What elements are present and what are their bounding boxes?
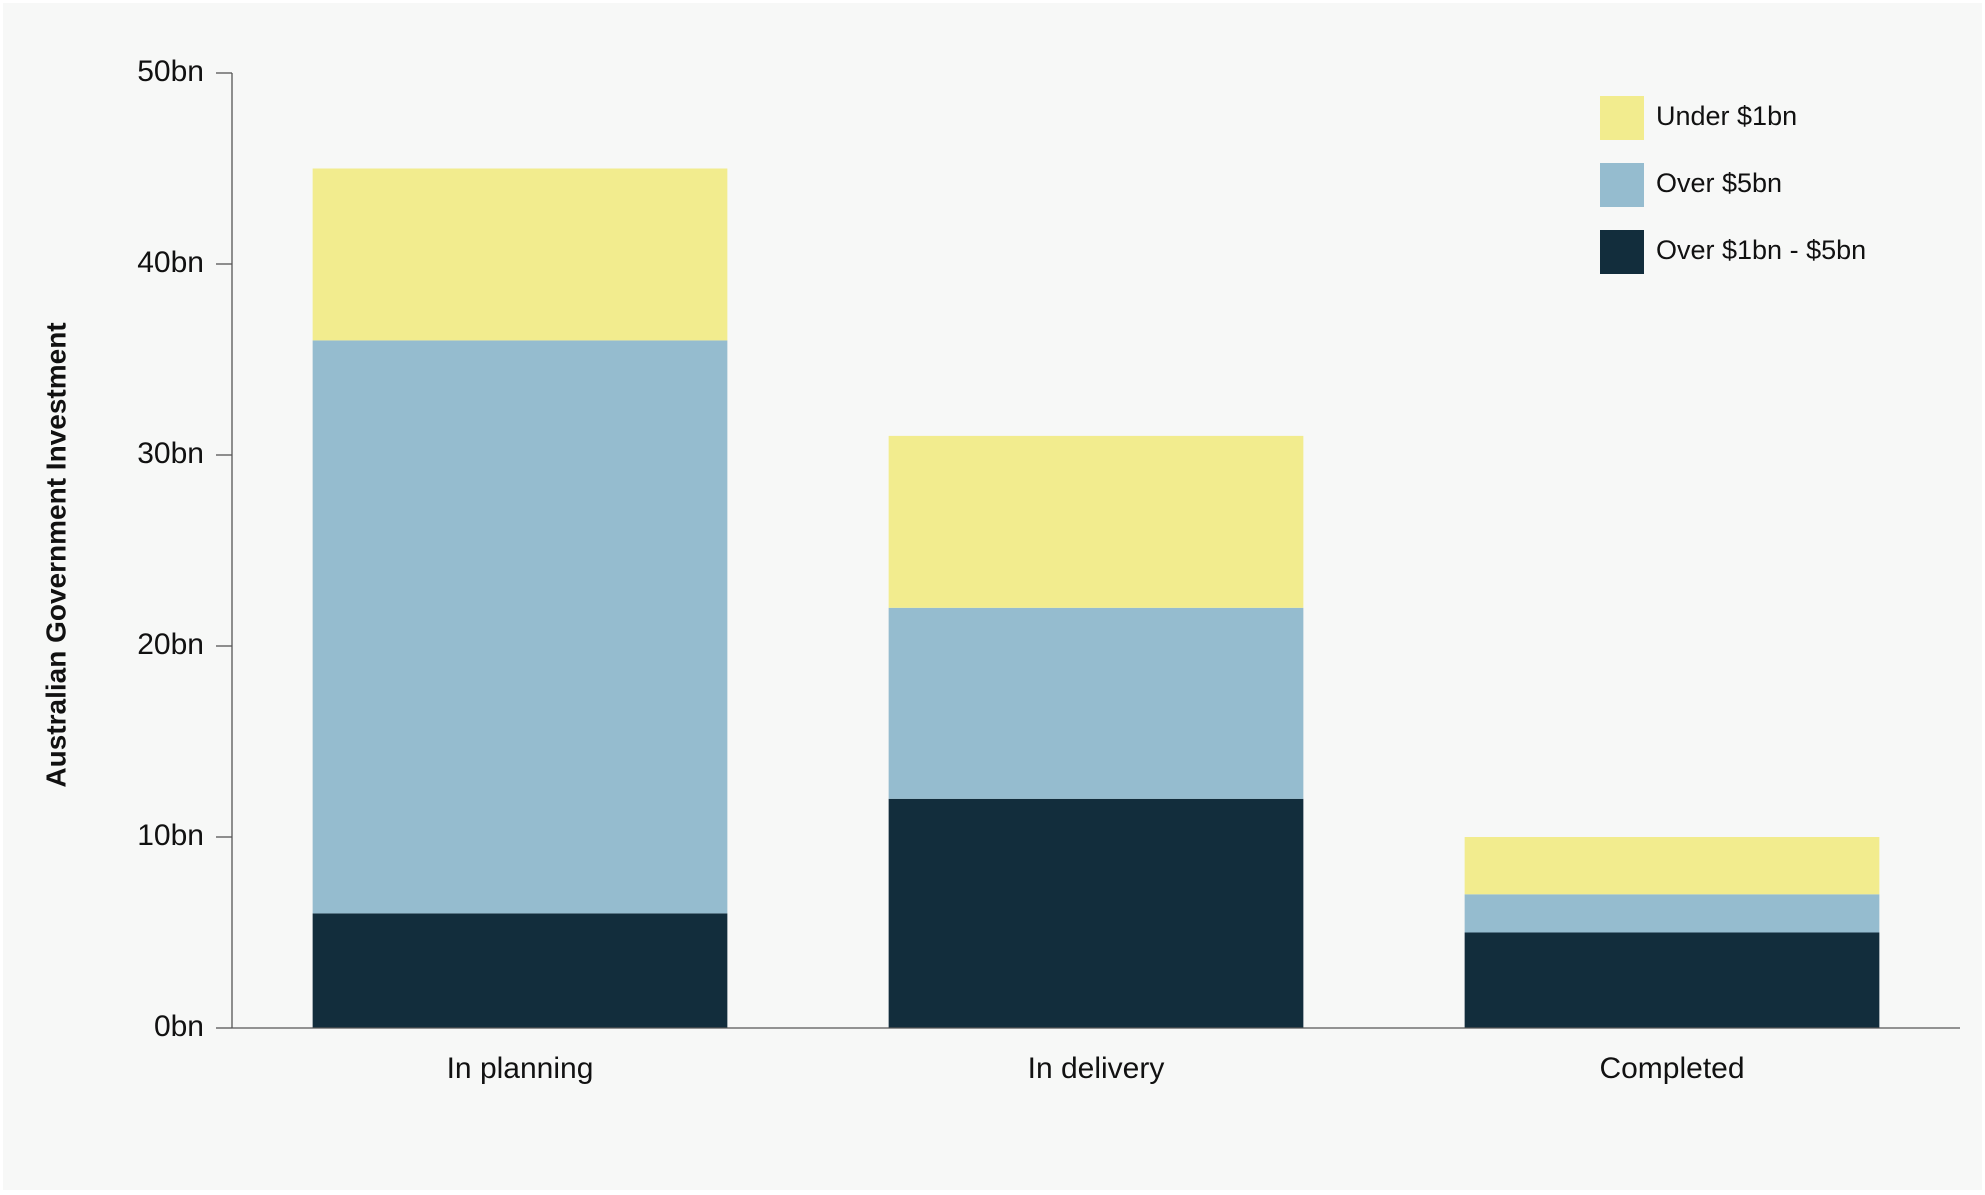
legend-swatch [1600,96,1644,140]
x-tick-label: In delivery [1028,1052,1165,1085]
y-tick-label: 40bn [137,246,204,279]
x-tick-label: In planning [447,1052,594,1085]
x-tick-label: Completed [1599,1052,1744,1085]
y-tick-label: 30bn [137,437,204,470]
bar-segment [1464,837,1880,895]
bar-segment [312,913,728,1028]
bar-segment [888,435,1304,608]
legend-label: Over $1bn - $5bn [1656,235,1866,265]
legend-swatch [1600,163,1644,207]
bar-segment [312,168,728,341]
y-tick-label: 50bn [137,55,204,88]
bar-segment [1464,932,1880,1028]
y-tick-label: 0bn [154,1010,204,1043]
legend-label: Over $5bn [1656,168,1782,198]
bar-segment [1464,894,1880,933]
y-axis-label: Australian Government Investment [40,322,71,787]
bar-segment [312,340,728,914]
y-tick-label: 20bn [137,628,204,661]
legend-swatch [1600,230,1644,274]
legend-label: Under $1bn [1656,101,1797,131]
y-tick-label: 10bn [137,819,204,852]
bar-segment [888,607,1304,799]
bar-segment [888,798,1304,1028]
